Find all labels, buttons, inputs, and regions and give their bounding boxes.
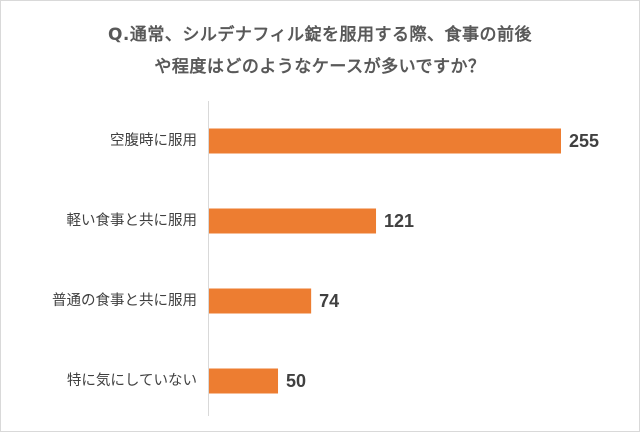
- bar-3: [209, 288, 312, 314]
- category-label-2: 軽い食事と共に服用: [67, 212, 198, 229]
- value-label-2: 121: [384, 211, 414, 231]
- category-label-3: 普通の食事と共に服用: [52, 292, 197, 309]
- chart-title-line-2: や程度はどのようなケースが多いですか？: [154, 57, 486, 77]
- chart-title-line-1: Q.通常、シルデナフィル錠を服用する際、食事の前後: [107, 25, 533, 45]
- category-label-1: 空腹時に服用: [110, 132, 197, 149]
- bars-group: 空腹時に服用 255 軽い食事と共に服用 121 普通の食事と共に服用 74 特に気にしてい…: [52, 128, 599, 394]
- bar-1: [209, 128, 561, 154]
- category-label-4: 特に気にしていない: [67, 372, 197, 389]
- value-label-1: 255: [569, 131, 599, 151]
- chart-title: Q.通常、シルデナフィル錠を服用する際、食事の前後 や程度はどのようなケースが多…: [1, 19, 639, 83]
- value-label-3: 74: [319, 291, 339, 311]
- value-label-4: 50: [286, 371, 306, 391]
- bar-2: [209, 208, 377, 234]
- bar-4: [209, 368, 279, 394]
